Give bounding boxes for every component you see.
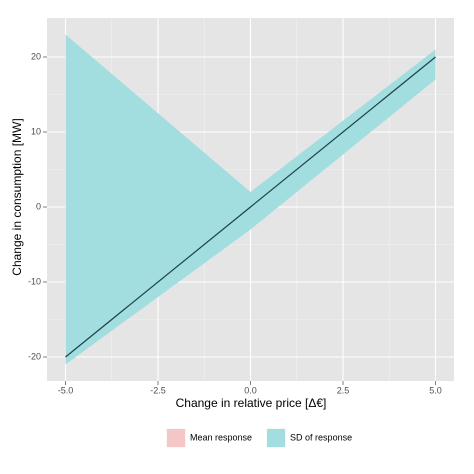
legend-label: SD of response [290,432,352,442]
legend: Mean response SD of response [165,427,352,449]
y-tick-label: -10 [28,276,41,286]
mean-line [65,56,436,358]
x-tick-label: 2.5 [337,385,350,395]
x-tick-label: 0.0 [244,385,257,395]
legend-swatch [267,429,286,447]
x-tick-label: 5.0 [429,385,442,395]
y-tick-label: 20 [31,51,41,61]
y-axis-title: Change in consumption [MW] [10,118,24,275]
x-tick-label: -5.0 [58,385,74,395]
y-tick-label: -20 [28,351,41,361]
x-axis-title: Change in relative price [Δ€] [176,396,327,410]
legend-swatch [167,429,185,447]
y-tick-label: 10 [31,126,41,136]
y-tick-label: 0 [36,201,41,211]
x-tick-label: -2.5 [150,385,166,395]
legend-label: Mean response [190,432,252,442]
